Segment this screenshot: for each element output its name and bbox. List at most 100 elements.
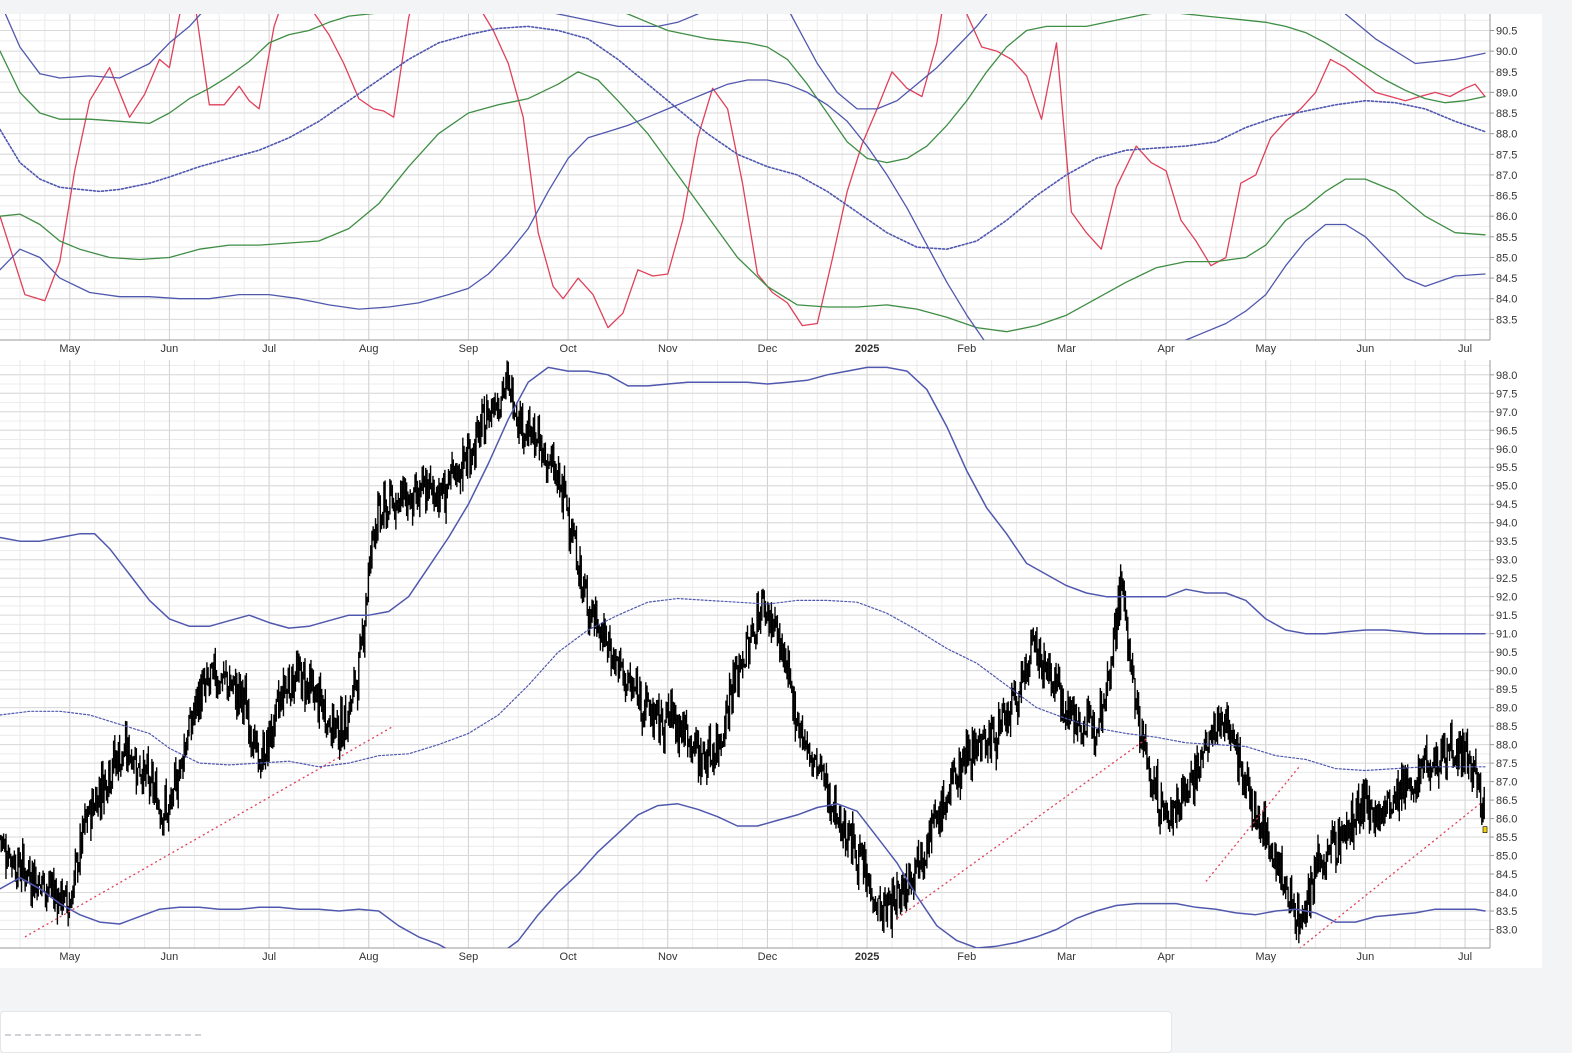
y-tick-label: 90.5 [1496,26,1517,38]
y-tick-label: 84.5 [1496,869,1517,881]
grid-major [0,14,1490,340]
y-tick-label: 84.0 [1496,888,1517,900]
y-tick-label: 98.0 [1496,370,1517,382]
grid-major [0,360,1490,948]
x-tick-label: Jul [1458,343,1472,355]
series-line-inner-upper [0,14,1486,164]
indicator-panel: 83.5 84.0 84.5 85.0 85.5 86.0 86.5 87.0 87.5 88.0… [0,14,1517,355]
y-tick-label: 95.5 [1496,462,1517,474]
y-tick-label: 96.5 [1496,425,1517,437]
y-tick-label: 90.5 [1496,647,1517,659]
last-price-marker [1482,826,1488,833]
x-tick-label: Apr [1158,343,1175,355]
x-tick-label: Aug [359,343,379,355]
y-tick-label: 88.0 [1496,129,1517,141]
y-tick-label: 85.0 [1496,851,1517,863]
x-tick-label: Dec [758,343,778,355]
y-tick-label: 97.5 [1496,388,1517,400]
series-line-inner-lower [0,71,1486,333]
x-tick-label: Aug [359,951,379,963]
y-tick-label: 84.5 [1496,273,1517,285]
x-tick-label: May [59,343,80,355]
x-tick-label: 2025 [855,343,879,355]
x-tick-label: May [1255,343,1276,355]
series-line-outer-lower [0,79,1486,340]
x-tick-label: Jul [262,343,276,355]
y-tick-label: 86.5 [1496,191,1517,203]
info-card-placeholder [5,1034,205,1036]
x-tick-label: Feb [957,951,976,963]
grid-minor [0,360,1491,949]
trendline [896,738,1147,919]
info-card [0,1011,1172,1053]
grid-minor [0,14,1491,341]
y-tick-label: 85.0 [1496,252,1517,264]
y-tick-label: 93.0 [1496,555,1517,567]
price-panel: 83.0 83.5 84.0 84.5 85.0 85.5 86.0 86.5 87.0 87.5… [0,360,1517,963]
x-tick-label: Jun [1357,951,1375,963]
y-tick-label: 83.5 [1496,906,1517,918]
y-tick-label: 92.5 [1496,573,1517,585]
x-tick-label: Jun [1357,343,1375,355]
y-tick-label: 89.0 [1496,87,1517,99]
series-line-oscillator [0,14,1486,329]
y-tick-label: 90.0 [1496,666,1517,678]
y-tick-label: 95.0 [1496,481,1517,493]
x-tick-label: May [1255,951,1276,963]
x-tick-label: Jun [161,951,179,963]
y-tick-label: 87.0 [1496,170,1517,182]
y-tick-label: 83.0 [1496,925,1517,937]
y-tick-label: 89.0 [1496,703,1517,715]
x-tick-label: Mar [1057,951,1076,963]
series-line-outer-lower [0,803,1486,948]
series-line-mid [0,597,1486,772]
y-tick-label: 86.0 [1496,211,1517,223]
y-tick-label: 88.5 [1496,108,1517,120]
x-tick-label: Jul [1458,951,1472,963]
y-tick-label: 87.5 [1496,149,1517,161]
y-tick-label: 88.0 [1496,740,1517,752]
chart-canvas: 83.5 84.0 84.5 85.0 85.5 86.0 86.5 87.0 87.5 88.0… [0,14,1517,963]
y-tick-label: 87.5 [1496,758,1517,770]
y-tick-label: 84.0 [1496,294,1517,306]
x-tick-label: Jun [161,343,179,355]
x-tick-label: Oct [560,951,577,963]
trendline [1205,764,1302,882]
y-tick-label: 85.5 [1496,832,1517,844]
y-tick-label: 86.5 [1496,795,1517,807]
y-tick-label: 89.5 [1496,67,1517,79]
y-tick-label: 92.0 [1496,592,1517,604]
plot-area [0,14,1486,340]
chart-panel: 83.5 84.0 84.5 85.0 85.5 86.0 86.5 87.0 87.5 88.0… [0,14,1542,968]
price-bars [0,360,1485,944]
x-tick-label: Nov [658,343,678,355]
y-tick-label: 94.0 [1496,518,1517,530]
x-tick-label: Oct [560,343,577,355]
y-tick-label: 86.0 [1496,814,1517,826]
x-tick-label: 2025 [855,951,879,963]
y-tick-label: 85.5 [1496,232,1517,244]
y-tick-label: 97.0 [1496,407,1517,419]
y-tick-label: 83.5 [1496,314,1517,326]
y-tick-label: 87.0 [1496,777,1517,789]
y-tick-label: 91.5 [1496,610,1517,622]
y-tick-label: 93.5 [1496,536,1517,548]
x-tick-label: May [59,951,80,963]
trendline [24,725,395,938]
y-tick-label: 88.5 [1496,721,1517,733]
trendline [1299,803,1481,948]
y-tick-label: 94.5 [1496,499,1517,511]
x-tick-label: Sep [459,951,479,963]
x-tick-label: Apr [1158,951,1175,963]
series-line-mid [0,25,1486,250]
x-tick-label: Feb [957,343,976,355]
y-tick-label: 91.0 [1496,629,1517,641]
y-tick-label: 96.0 [1496,444,1517,456]
x-tick-label: Sep [459,343,479,355]
series-line-outer-upper [0,366,1486,635]
y-tick-label: 90.0 [1496,46,1517,58]
x-tick-label: Mar [1057,343,1076,355]
y-tick-label: 89.5 [1496,684,1517,696]
x-tick-label: Nov [658,951,678,963]
x-tick-label: Jul [262,951,276,963]
